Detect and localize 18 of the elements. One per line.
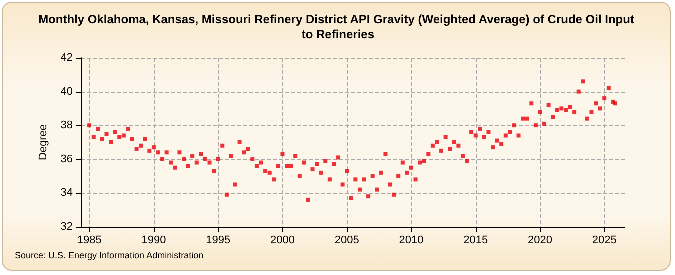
x-tick-label: 2025	[592, 234, 617, 246]
y-tick-label: 32	[60, 221, 73, 233]
y-tick-label: 42	[60, 52, 73, 64]
x-tick-label: 2005	[334, 234, 360, 246]
y-tick-label: 40	[60, 86, 73, 98]
source-note: Source: U.S. Energy Information Administration	[15, 250, 204, 260]
x-tick-label: 2020	[528, 234, 552, 246]
x-tick-label: 1995	[206, 234, 231, 246]
y-tick-label: 34	[60, 187, 73, 200]
x-tick-label: 2010	[399, 234, 424, 246]
x-tick-label: 1990	[142, 234, 166, 246]
x-tick-label: 2000	[270, 234, 295, 246]
y-axis-title: Degree	[38, 124, 50, 161]
x-tick-label: 2015	[464, 234, 488, 246]
y-tick-label: 38	[60, 120, 73, 132]
x-tick-label: 1985	[77, 234, 102, 246]
chart-title: Monthly Oklahoma, Kansas, Missouri Refinery District API Gravity (Weighted Average) of Crude Oil Input to Refineries	[38, 12, 634, 42]
y-tick-label: 36	[60, 153, 73, 166]
